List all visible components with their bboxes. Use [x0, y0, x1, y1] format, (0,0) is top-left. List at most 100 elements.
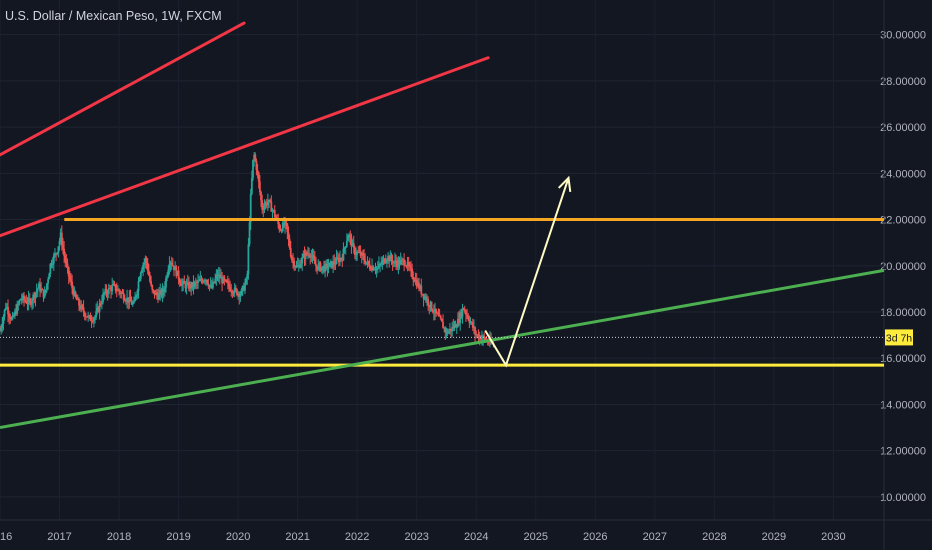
candles-group	[0, 151, 495, 348]
candle-body	[374, 269, 377, 271]
candle-body	[131, 302, 134, 305]
candle-body	[196, 282, 198, 284]
candle-body	[139, 272, 142, 279]
candle-body	[432, 311, 435, 313]
candle-body	[364, 260, 367, 264]
candle-body	[340, 257, 343, 259]
candle-body	[277, 219, 280, 225]
candle-body	[239, 294, 242, 297]
candle-body	[365, 262, 368, 264]
candle-body	[111, 285, 114, 292]
candle-body	[74, 291, 77, 297]
candle-body	[355, 254, 357, 256]
candle-body	[231, 291, 234, 294]
candle-body	[292, 260, 294, 262]
candle-body	[237, 293, 240, 295]
candle-body	[359, 251, 362, 256]
candle-body	[100, 302, 103, 305]
candle-body	[16, 304, 19, 314]
candle-body	[323, 266, 325, 272]
candle-body	[150, 281, 153, 286]
candle-body	[9, 316, 12, 320]
candle-body	[166, 275, 169, 279]
candle-body	[395, 260, 397, 264]
candle-body	[326, 263, 329, 269]
candle-body	[400, 259, 403, 261]
candle-body	[445, 331, 448, 333]
candle-body	[328, 262, 331, 267]
candle-body	[122, 293, 125, 300]
candle-body	[414, 279, 417, 282]
candle-body	[161, 288, 164, 296]
candle-body	[410, 266, 412, 269]
candle-body	[431, 309, 434, 312]
candle-body	[356, 252, 359, 255]
candle-body	[443, 327, 446, 329]
candle-body	[440, 318, 443, 322]
candle-body	[202, 280, 205, 283]
candle-body	[389, 255, 392, 262]
candle-body	[36, 288, 39, 291]
candle-body	[198, 280, 201, 282]
candle-body	[70, 279, 72, 282]
candle-body	[80, 305, 83, 310]
candle-body	[75, 296, 78, 301]
candle-body	[312, 255, 315, 260]
candle-body	[32, 294, 35, 301]
candle-body	[0, 330, 1, 332]
candle-body	[23, 295, 25, 300]
candle-body	[91, 321, 94, 322]
candle-body	[44, 289, 47, 294]
candle-body	[17, 303, 20, 305]
candle-body	[52, 255, 55, 264]
candle-body	[153, 290, 156, 296]
candle-body	[457, 318, 459, 327]
candle-body	[284, 220, 286, 226]
candle-body	[264, 202, 267, 206]
candle-body	[342, 248, 345, 261]
candle-body	[345, 240, 348, 247]
price-tick-label: 20.00000	[880, 261, 926, 273]
candle-body	[57, 246, 60, 253]
candle-body	[260, 191, 262, 201]
candle-body	[339, 257, 341, 263]
candle-body	[2, 316, 5, 325]
candle-body	[320, 267, 323, 271]
candle-body	[160, 290, 163, 296]
symbol-title[interactable]: U.S. Dollar / Mexican Peso, 1W, FXCM	[5, 9, 222, 23]
candle-body	[247, 244, 250, 275]
candle-body	[370, 268, 372, 271]
candle-body	[324, 263, 327, 272]
time-tick-label: 2026	[583, 531, 607, 543]
candle-body	[442, 321, 444, 329]
candle-body	[378, 264, 380, 268]
candle-body	[155, 292, 158, 296]
candle-body	[97, 307, 100, 312]
candle-body	[318, 263, 321, 265]
candle-body	[408, 266, 411, 267]
candle-body	[87, 315, 90, 318]
candle-body	[214, 278, 217, 283]
candle-body	[371, 266, 373, 271]
candle-body	[280, 230, 283, 232]
candle-body	[387, 256, 389, 260]
time-tick-label: 2019	[166, 531, 190, 543]
candle-body	[152, 289, 155, 291]
channel-line	[0, 21, 246, 157]
candle-body	[182, 281, 185, 284]
candle-body	[373, 269, 376, 271]
candle-body	[402, 259, 404, 261]
candle-body	[357, 252, 360, 253]
time-tick-label: 2030	[821, 531, 845, 543]
candle-body	[90, 320, 93, 322]
candle-body	[396, 263, 399, 268]
candle-body	[224, 280, 227, 281]
candle-body	[272, 210, 275, 211]
candle-body	[79, 305, 82, 310]
candle-body	[151, 285, 154, 290]
candle-body	[183, 281, 186, 284]
candle-body	[230, 290, 233, 292]
candle-body	[459, 312, 462, 324]
